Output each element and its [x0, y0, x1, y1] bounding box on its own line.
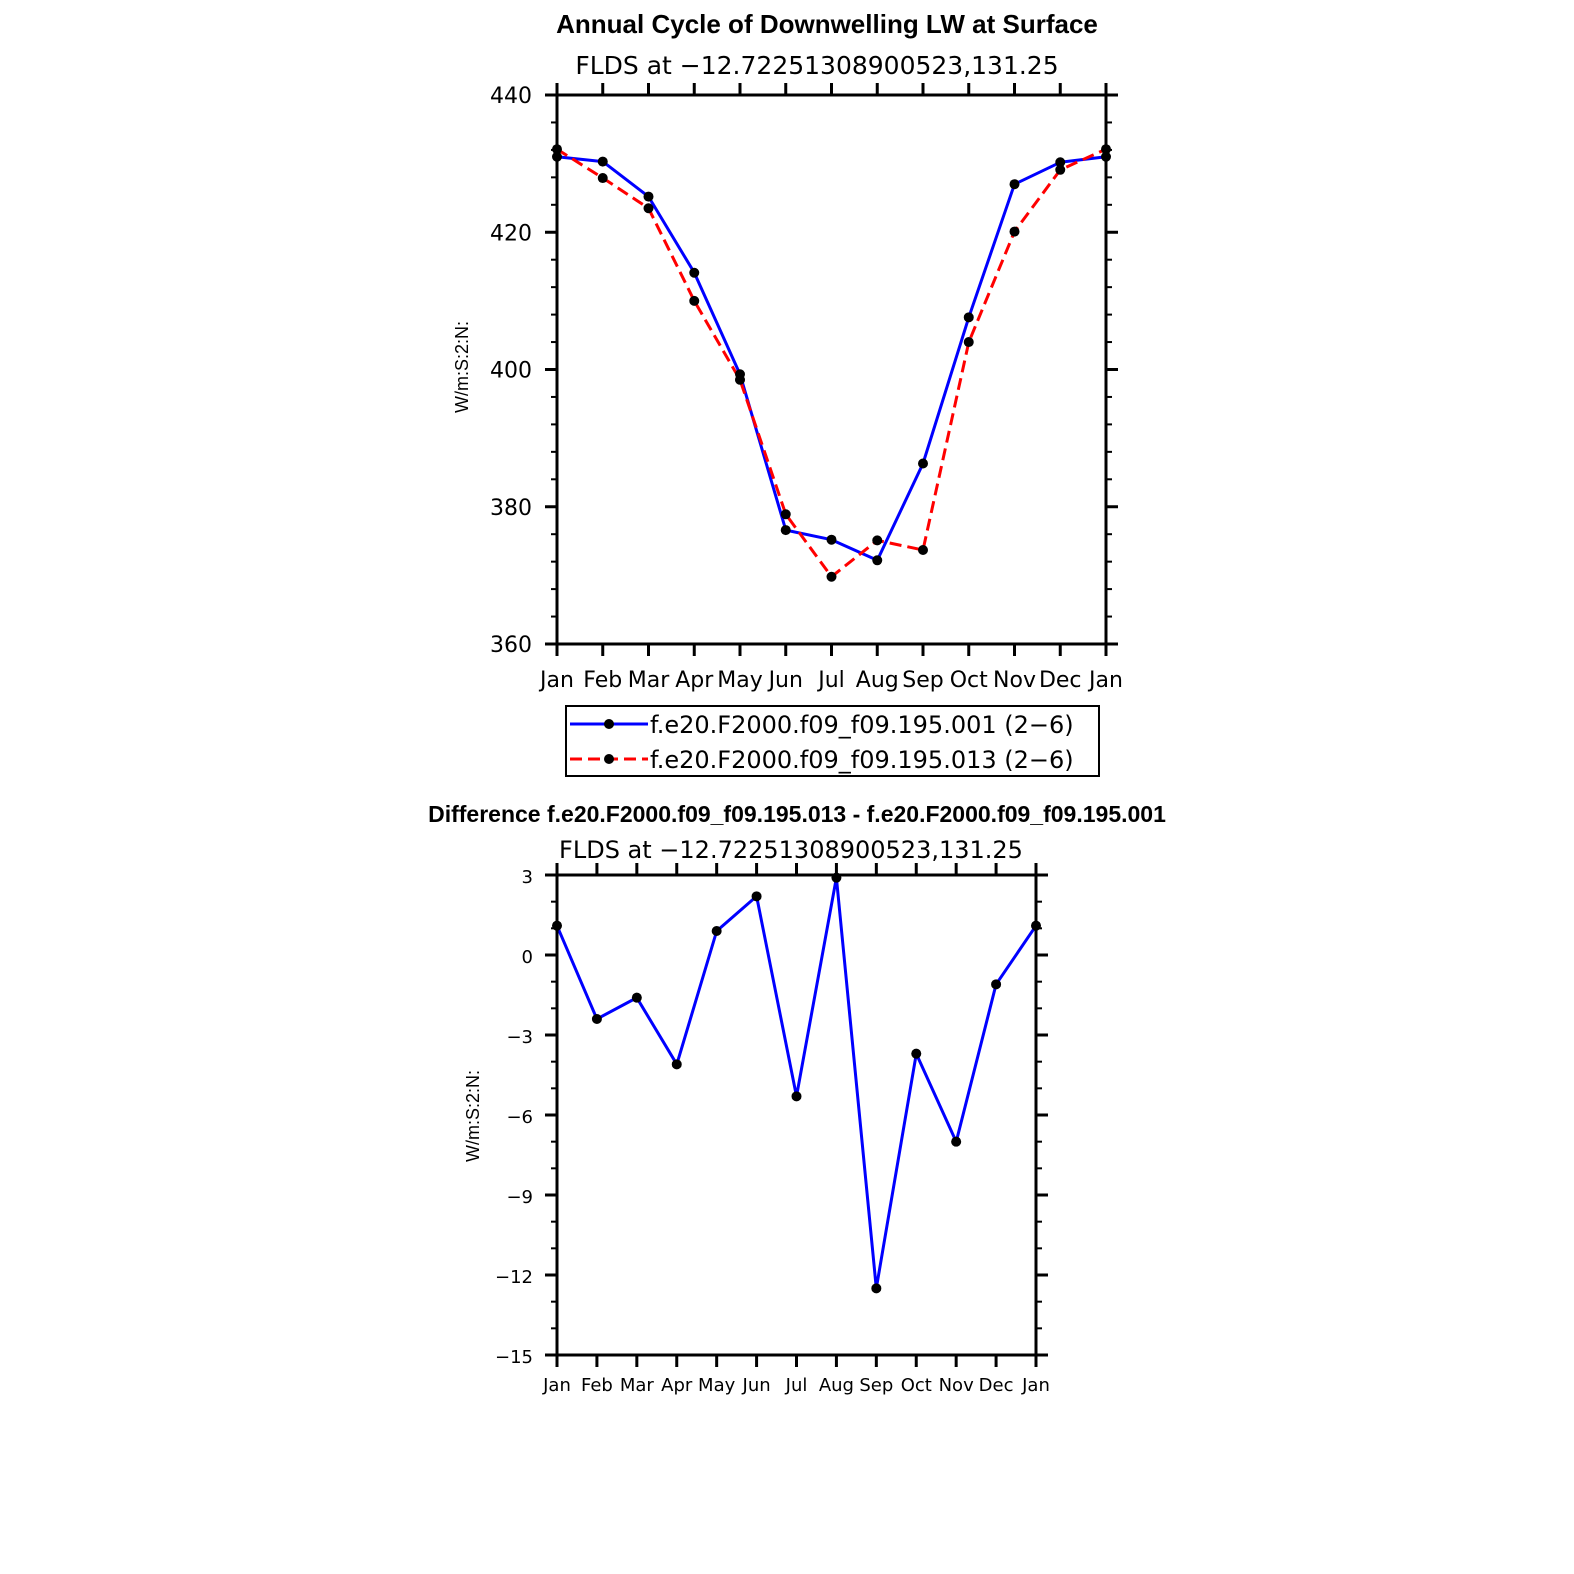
data-point — [751, 891, 762, 902]
data-point — [963, 337, 974, 348]
data-point — [991, 979, 1002, 990]
difference-chart: Difference f.e20.F2000.f09_f09.195.013 -… — [428, 801, 1166, 1396]
data-point — [826, 571, 837, 582]
legend-marker-series-b — [604, 754, 614, 764]
data-point — [1009, 179, 1020, 190]
data-point — [597, 173, 608, 184]
y-tick-label: 0 — [522, 947, 533, 968]
chart1-subtitle: FLDS at −12.72251308900523,131.25 — [575, 51, 1058, 80]
data-point — [597, 156, 608, 167]
x-tick-label: Aug — [856, 668, 899, 693]
y-tick-label: 440 — [490, 84, 532, 109]
x-tick-label: Apr — [675, 668, 714, 693]
chart2-y-axis-label: W/m:S:2:N: — [463, 1070, 483, 1162]
annual-cycle-chart: Annual Cycle of Downwelling LW at Surfac… — [452, 9, 1123, 777]
data-point — [643, 203, 654, 214]
x-tick-label: Feb — [583, 668, 622, 693]
data-point — [872, 535, 883, 546]
chart2-title: Difference f.e20.F2000.f09_f09.195.013 -… — [428, 801, 1166, 827]
y-tick-label: 360 — [490, 633, 532, 658]
data-point — [791, 1091, 802, 1102]
x-tick-label: Jul — [785, 1375, 808, 1396]
data-point — [871, 1283, 882, 1294]
x-tick-label: Mar — [628, 668, 670, 693]
series-line-0 — [555, 876, 1038, 1290]
x-tick-label: Jul — [816, 668, 845, 693]
chart1-legend: f.e20.F2000.f09_f09.195.001 (2−6) f.e20.… — [565, 705, 1100, 777]
data-point — [780, 525, 791, 536]
x-tick-label: Feb — [581, 1375, 613, 1396]
data-point — [780, 509, 791, 520]
y-tick-label: 400 — [490, 359, 532, 384]
plot-frame — [555, 93, 1108, 646]
data-point — [1009, 226, 1020, 237]
series-line-1 — [556, 147, 1107, 579]
data-point — [643, 191, 654, 202]
y-tick-label: −9 — [506, 1187, 533, 1208]
y-tick-label: −3 — [506, 1027, 533, 1048]
x-tick-label: Jan — [1087, 668, 1123, 693]
x-tick-label: Sep — [902, 668, 943, 693]
x-tick-label: Jun — [767, 668, 803, 693]
legend-box — [565, 705, 1100, 777]
y-tick-label: 420 — [490, 221, 532, 246]
data-point — [735, 374, 745, 385]
x-tick-label: Dec — [979, 1375, 1014, 1396]
data-point — [826, 534, 837, 545]
x-tick-label: Mar — [620, 1375, 655, 1396]
data-point — [671, 1059, 682, 1070]
data-point — [963, 312, 974, 323]
x-tick-label: Jun — [742, 1375, 771, 1396]
data-point — [951, 1136, 962, 1147]
x-tick-label: Apr — [661, 1375, 693, 1396]
y-tick-label: 3 — [522, 867, 533, 888]
data-point — [1055, 164, 1066, 175]
chart1-title: Annual Cycle of Downwelling LW at Surfac… — [556, 9, 1098, 39]
data-point — [872, 555, 883, 566]
x-tick-label: Oct — [950, 668, 988, 693]
y-tick-label: −12 — [495, 1267, 533, 1288]
x-tick-label: May — [717, 668, 762, 693]
data-point — [591, 1014, 602, 1024]
x-tick-label: Jan — [1021, 1375, 1050, 1396]
x-tick-label: May — [698, 1375, 736, 1396]
x-tick-label: Dec — [1039, 668, 1082, 693]
data-point — [689, 267, 700, 278]
x-tick-label: Oct — [901, 1375, 932, 1396]
chart1-y-axis-label: W/m:S:2:N: — [452, 321, 472, 413]
legend-marker-series-a — [604, 719, 614, 729]
x-tick-label: Sep — [859, 1375, 893, 1396]
x-tick-label: Jan — [538, 668, 574, 693]
y-tick-label: −6 — [506, 1107, 533, 1128]
data-point — [911, 1048, 922, 1059]
chart2-subtitle: FLDS at −12.72251308900523,131.25 — [559, 836, 1023, 864]
data-point — [711, 926, 722, 936]
x-tick-label: Jan — [542, 1375, 571, 1396]
legend-label-series-a: f.e20.F2000.f09_f09.195.001 (2−6) — [650, 711, 1074, 739]
data-point — [918, 544, 928, 555]
legend-label-series-b: f.e20.F2000.f09_f09.195.013 (2−6) — [650, 746, 1074, 774]
x-tick-label: Nov — [939, 1375, 974, 1396]
data-point — [631, 992, 642, 1003]
y-tick-label: 380 — [490, 496, 532, 521]
data-point — [1055, 157, 1066, 168]
data-point — [689, 295, 700, 306]
x-tick-label: Aug — [819, 1375, 854, 1396]
y-tick-label: −15 — [495, 1347, 533, 1368]
data-point — [918, 458, 928, 469]
x-tick-label: Nov — [993, 668, 1036, 693]
